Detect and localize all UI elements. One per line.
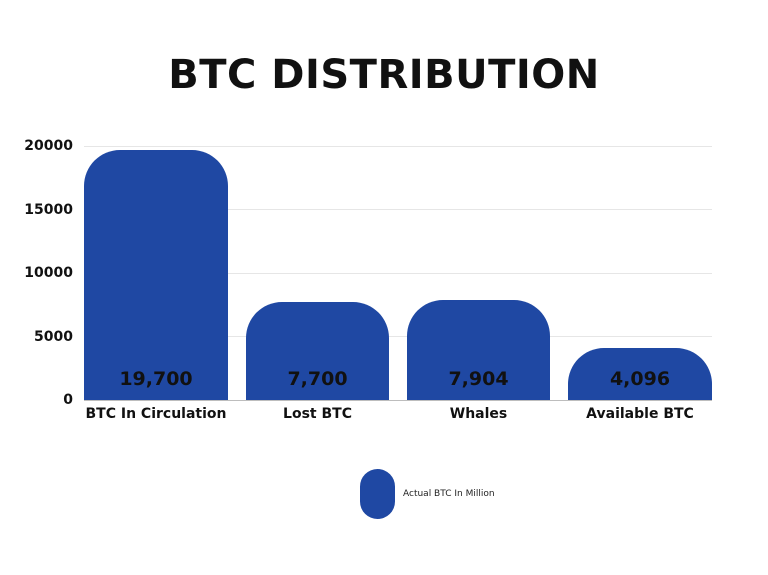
x-axis-line [84,400,712,401]
x-tick-btc-in-circulation: BTC In Circulation [85,406,227,422]
y-tick-0: 0 [63,392,73,408]
legend: Actual BTC In Million [360,469,495,519]
legend-label: Actual BTC In Million [403,489,495,499]
bar-available-btc: 4,096 [568,347,712,400]
y-tick-15000: 15000 [24,202,73,218]
y-tick-10000: 10000 [24,265,73,281]
bar-whales: 7,904 [407,299,550,400]
data-label: 7,904 [448,368,509,390]
legend-swatch [360,469,395,519]
bar-btc-in-circulation: 19,700 [84,149,228,400]
y-tick-20000: 20000 [24,138,73,154]
y-tick-5000: 5000 [34,329,73,345]
gridline [84,209,712,210]
gridline [84,336,712,337]
bar-lost-btc: 7,700 [246,302,389,400]
data-label: 4,096 [609,368,671,390]
data-label: 19,700 [119,368,193,390]
data-label: 7,700 [287,368,348,390]
plot-area: 19,700 7,700 7,904 4,096 [84,146,712,401]
gridline [84,146,712,147]
chart-title: BTC DISTRIBUTION [168,52,600,98]
gridline [84,273,712,274]
x-tick-whales: Whales [449,406,508,422]
x-tick-available-btc: Available BTC [586,406,694,422]
x-tick-lost-btc: Lost BTC [283,406,352,422]
